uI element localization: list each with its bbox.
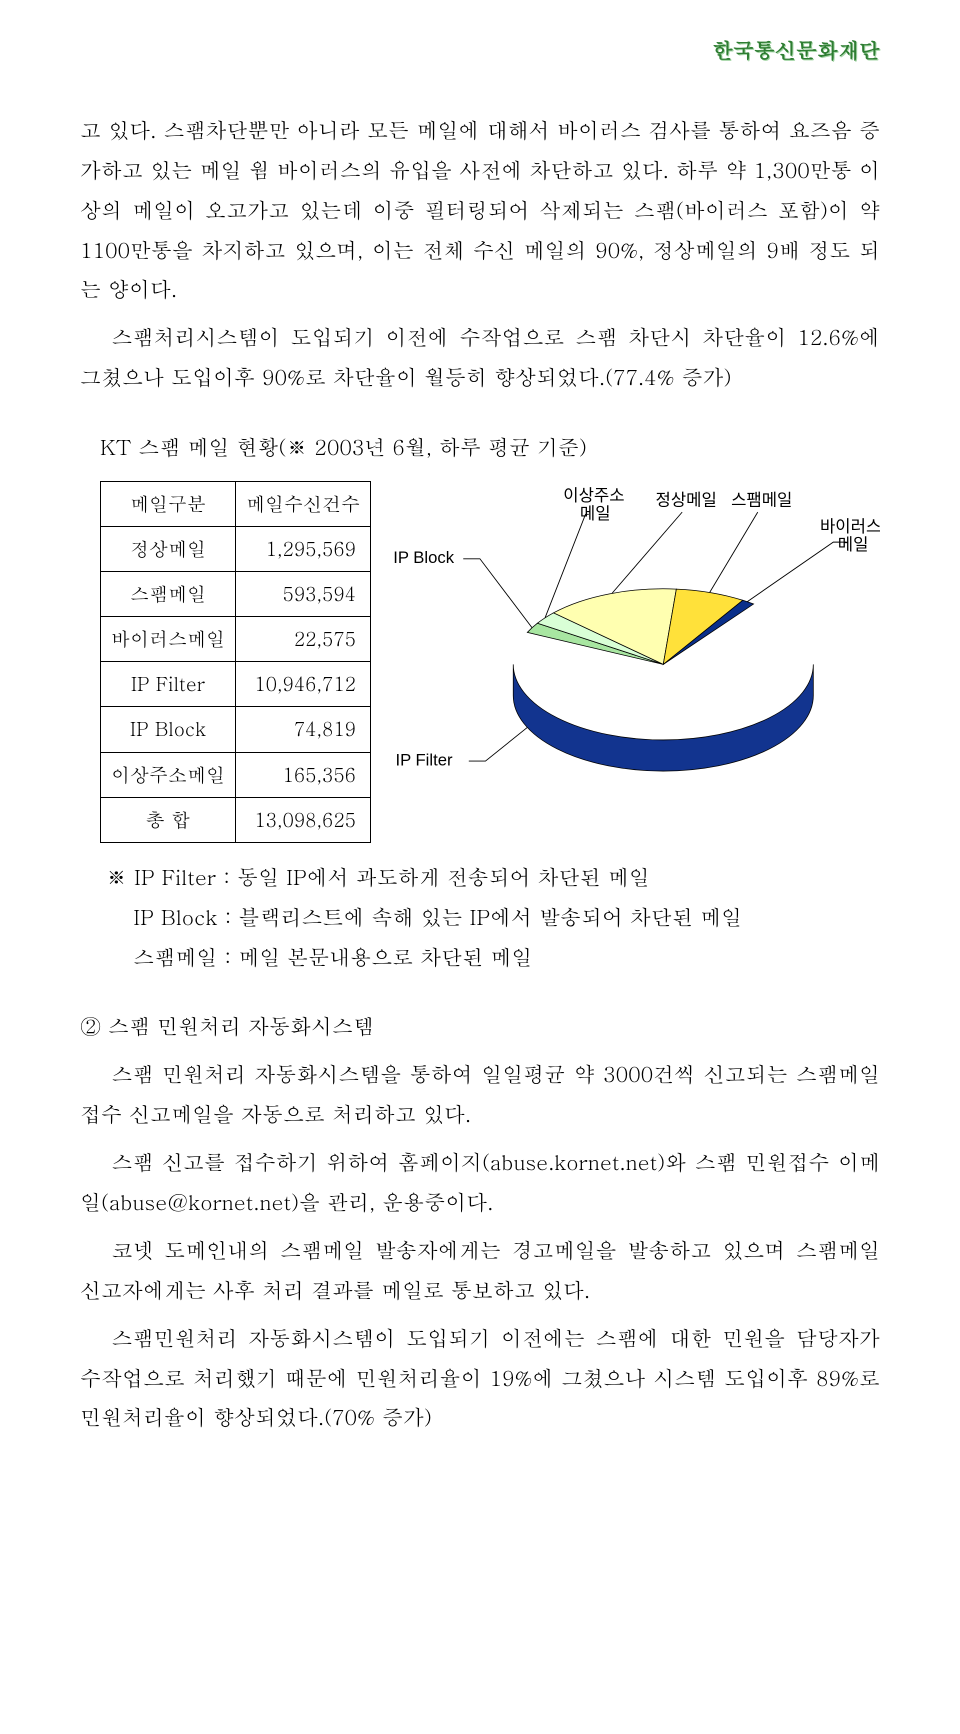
- cell-label: IP Block: [101, 707, 236, 752]
- table-row: IP Block74,819: [101, 707, 371, 752]
- section-2-heading: ② 스팸 민원처리 자동화시스템: [80, 1006, 880, 1046]
- section-2-p4: 스팸민원처리 자동화시스템이 도입되기 이전에는 스팸에 대한 민원을 담당자가…: [80, 1318, 880, 1438]
- svg-text:바이러스: 바이러스: [820, 517, 880, 536]
- table-row: IP Filter10,946,712: [101, 662, 371, 707]
- cell-value: 1,295,569: [236, 527, 371, 572]
- cell-value: 22,575: [236, 617, 371, 662]
- cell-value: 165,356: [236, 752, 371, 797]
- spam-stats-table: 메일구분 메일수신건수 정상메일1,295,569 스팸메일593,594 바이…: [100, 481, 371, 843]
- col-header-count: 메일수신건수: [236, 482, 371, 527]
- figure-row: 메일구분 메일수신건수 정상메일1,295,569 스팸메일593,594 바이…: [100, 481, 880, 843]
- table-row: 총 합13,098,625: [101, 797, 371, 842]
- table-title: KT 스팸 메일 현황(※ 2003년 6월, 하루 평균 기준): [100, 427, 880, 467]
- table-row: 이상주소메일165,356: [101, 752, 371, 797]
- cell-label: 스팸메일: [101, 572, 236, 617]
- cell-label: 이상주소메일: [101, 752, 236, 797]
- cell-label: 바이러스메일: [101, 617, 236, 662]
- section-2-p2: 스팸 신고를 접수하기 위하여 홈페이지(abuse.kornet.net)와 …: [80, 1142, 880, 1222]
- table-row: 바이러스메일22,575: [101, 617, 371, 662]
- svg-text:이상주소: 이상주소: [563, 486, 624, 505]
- note-ipfilter: ※ IP Filter : 동일 IP에서 과도하게 전송되어 차단된 메일: [106, 857, 880, 897]
- svg-text:메일: 메일: [580, 504, 611, 523]
- org-header: 한국통신문화재단: [80, 30, 880, 70]
- cell-value: 13,098,625: [236, 797, 371, 842]
- cell-value: 10,946,712: [236, 662, 371, 707]
- paragraph-1: 고 있다. 스팸차단뿐만 아니라 모든 메일에 대해서 바이러스 검사를 통하여…: [80, 110, 880, 309]
- cell-label: 정상메일: [101, 527, 236, 572]
- cell-value: 593,594: [236, 572, 371, 617]
- table-row: 스팸메일593,594: [101, 572, 371, 617]
- svg-text:스팸메일: 스팸메일: [731, 490, 792, 509]
- section-2-p1: 스팸 민원처리 자동화시스템을 통하여 일일평균 약 3000건씩 신고되는 스…: [80, 1054, 880, 1134]
- paragraph-2: 스팸처리시스템이 도입되기 이전에 수작업으로 스팸 차단시 차단율이 12.6…: [80, 317, 880, 397]
- cell-value: 74,819: [236, 707, 371, 752]
- cell-label: IP Filter: [101, 662, 236, 707]
- note-ipblock: IP Block : 블랙리스트에 속해 있는 IP에서 발송되어 차단된 메일: [106, 897, 880, 937]
- col-header-category: 메일구분: [101, 482, 236, 527]
- svg-text:IP Block: IP Block: [393, 548, 454, 567]
- svg-text:IP Filter: IP Filter: [395, 751, 453, 770]
- spam-pie-chart: IP Block이상주소메일정상메일스팸메일바이러스메일IP Filter: [391, 481, 880, 837]
- cell-label: 총 합: [101, 797, 236, 842]
- svg-text:정상메일: 정상메일: [656, 490, 717, 509]
- table-row: 정상메일1,295,569: [101, 527, 371, 572]
- table-notes: ※ IP Filter : 동일 IP에서 과도하게 전송되어 차단된 메일 I…: [106, 857, 880, 977]
- note-spam: 스팸메일 : 메일 본문내용으로 차단된 메일: [106, 937, 880, 977]
- svg-text:메일: 메일: [838, 535, 869, 554]
- section-2-p3: 코넷 도메인내의 스팸메일 발송자에게는 경고메일을 발송하고 있으며 스팸메일…: [80, 1230, 880, 1310]
